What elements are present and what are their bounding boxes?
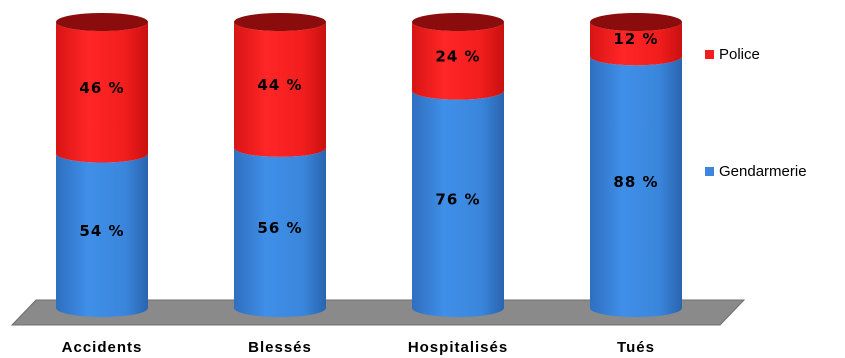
bar-gendarmerie-blesses	[234, 147, 326, 317]
bar-police-accidents	[56, 22, 148, 163]
x-tick-label-accidents: Accidents	[62, 339, 143, 356]
bar-police-hospitalises	[412, 22, 504, 100]
data-label-gendarmerie-blesses: 56 %	[257, 219, 302, 237]
bar-gendarmerie-tues	[590, 56, 682, 317]
data-label-gendarmerie-accidents: 54 %	[79, 222, 124, 240]
legend-swatch-gendarmerie	[705, 167, 714, 176]
bar-top-cap-blesses	[234, 13, 326, 31]
bar-gendarmerie-hospitalises	[412, 90, 504, 317]
data-label-police-accidents: 46 %	[79, 79, 124, 97]
bars-group: 54 % 46 % Accidents 56 % 44 % Blessés 76 % 24 %…	[56, 13, 682, 356]
legend-label-gendarmerie: Gendarmerie	[719, 163, 807, 180]
data-label-police-tues: 12 %	[613, 30, 658, 48]
data-label-gendarmerie-hospitalises: 76 %	[435, 190, 480, 208]
bar-police-tues	[590, 22, 682, 66]
x-tick-label-hospitalises: Hospitalisés	[408, 339, 508, 356]
bar-gendarmerie-accidents	[56, 153, 148, 317]
chart-floor	[10, 299, 746, 326]
legend-label-police: Police	[719, 46, 760, 63]
x-tick-label-blesses: Blessés	[248, 339, 312, 356]
data-label-police-blesses: 44 %	[257, 76, 302, 94]
data-label-gendarmerie-tues: 88 %	[613, 173, 658, 191]
bar-police-blesses	[234, 22, 326, 157]
bar-top-cap-tues	[590, 13, 682, 31]
legend-swatch-police	[705, 50, 714, 59]
data-label-police-hospitalises: 24 %	[435, 47, 480, 65]
x-tick-label-tues: Tués	[617, 339, 655, 356]
legend: Police Gendarmerie	[705, 46, 807, 180]
bar-top-cap-accidents	[56, 13, 148, 31]
bar-top-cap-hospitalises	[412, 13, 504, 31]
